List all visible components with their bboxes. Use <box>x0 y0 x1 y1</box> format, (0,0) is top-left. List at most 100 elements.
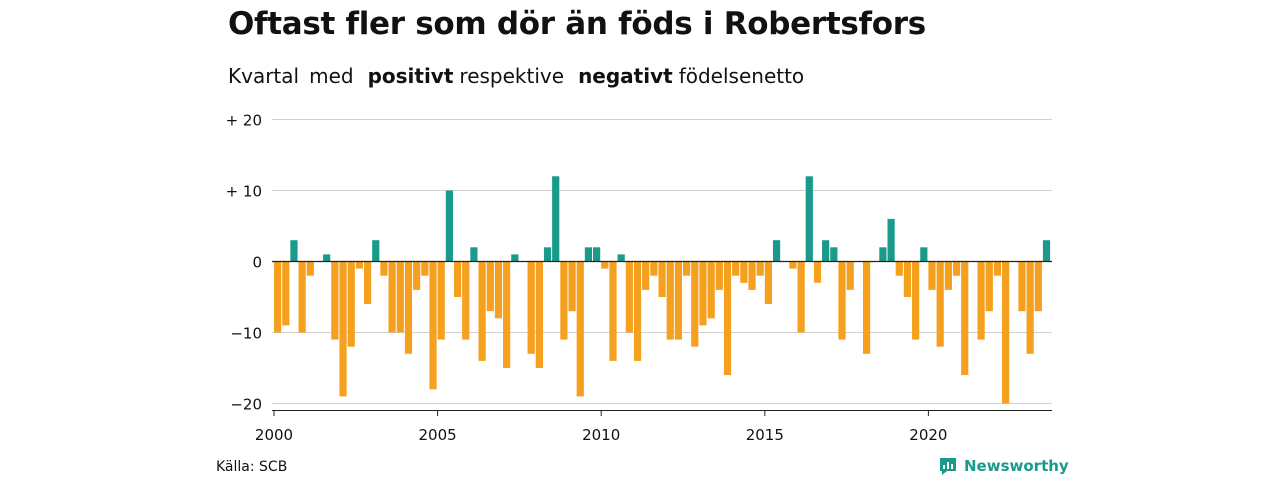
bar-negative <box>732 261 740 276</box>
bar-negative <box>838 261 846 340</box>
bar-negative <box>846 261 854 290</box>
bar-positive <box>445 190 453 262</box>
bar-negative <box>527 261 535 354</box>
bar-negative <box>413 261 421 290</box>
bar-negative <box>298 261 306 333</box>
source-label: Källa: SCB <box>216 459 288 475</box>
bar-negative <box>642 261 650 290</box>
bar-negative <box>813 261 822 283</box>
bar-negative <box>396 261 404 333</box>
bar-negative <box>1018 261 1026 312</box>
bar-negative <box>928 261 936 290</box>
bar-negative <box>486 261 494 312</box>
bar-positive <box>830 247 838 262</box>
subtitle-text-3: respektive <box>459 64 565 88</box>
bar-negative <box>363 261 372 305</box>
bar-positive <box>822 240 830 262</box>
bar-negative <box>274 261 282 333</box>
subtitle-text-2: med <box>309 64 354 88</box>
chart-subtitle: Kvartal med positivt respektive negativt föde… <box>228 64 814 88</box>
chart-title: Oftast fler som dör än föds i Robertsfor… <box>228 6 926 42</box>
bar-negative <box>862 261 871 354</box>
bar-negative <box>331 261 339 340</box>
bar-negative <box>715 261 723 290</box>
bar-positive <box>290 240 298 262</box>
bar-negative <box>421 261 429 276</box>
bar-positive <box>887 218 895 262</box>
subtitle-negative: negativt <box>578 64 673 88</box>
brand-logo: Newsworthy <box>938 456 1069 476</box>
bar-negative <box>650 261 658 276</box>
bar-negative <box>347 261 355 347</box>
bar-negative <box>961 261 969 376</box>
x-tick-label: 2010 <box>582 426 620 444</box>
bar-negative <box>903 261 912 297</box>
subtitle-text-1: Kvartal <box>228 64 300 88</box>
bar-negative <box>952 261 961 276</box>
bar-negative <box>478 261 486 361</box>
bar-negative <box>797 261 805 333</box>
bar-negative <box>977 261 985 340</box>
bar-negative <box>355 261 363 269</box>
x-tick-label: 2020 <box>909 426 947 444</box>
brand-name: Newsworthy <box>964 457 1069 475</box>
bar-negative <box>748 261 756 290</box>
x-tick-label: 2000 <box>255 426 293 444</box>
bar-positive <box>323 254 331 262</box>
bar-positive <box>584 247 593 262</box>
y-tick-label: −20 <box>230 396 262 414</box>
y-tick-label: 0 <box>252 254 262 272</box>
bar-negative <box>494 261 503 319</box>
bar-negative <box>535 261 543 368</box>
bar-positive <box>372 240 380 262</box>
bar-negative <box>625 261 633 333</box>
bar-negative <box>601 261 609 269</box>
bar-negative <box>912 261 920 340</box>
bar-negative <box>560 261 568 340</box>
bar-negative <box>691 261 699 347</box>
bar-negative <box>764 261 772 305</box>
bar-positive <box>511 254 519 262</box>
bar-negative <box>576 261 584 397</box>
bar-positive <box>552 176 560 262</box>
bar-negative <box>429 261 437 390</box>
bar-negative <box>453 261 462 297</box>
bar-negative <box>1026 261 1034 354</box>
axes: + 20 + 10 0 −10 −20 2000 2005 2010 2015 2020 <box>226 112 1052 444</box>
bar-negative <box>789 261 797 269</box>
bar-positive <box>470 247 478 262</box>
bar-negative <box>723 261 732 376</box>
bar-positive <box>1042 240 1051 262</box>
bar-negative <box>674 261 683 340</box>
bar-negative <box>993 261 1002 276</box>
bar-negative <box>707 261 715 319</box>
bar-negative <box>609 261 617 361</box>
bar-negative <box>462 261 470 340</box>
bar-negative <box>683 261 691 276</box>
newsworthy-logo-icon <box>940 458 956 475</box>
bar-positive <box>543 247 552 262</box>
bar-positive <box>920 247 928 262</box>
subtitle-positive: positivt <box>367 64 454 88</box>
bar-negative <box>568 261 576 312</box>
bar-negative <box>658 261 666 297</box>
bar-negative <box>339 261 347 397</box>
bar-positive <box>879 247 887 262</box>
bar-negative <box>756 261 764 276</box>
bar-negative <box>437 261 445 340</box>
bar-negative <box>985 261 993 312</box>
bar-negative <box>895 261 903 276</box>
x-tick-label: 2015 <box>746 426 784 444</box>
bar-negative <box>699 261 707 326</box>
bar-positive <box>805 176 813 262</box>
subtitle-text-4: födelsenetto <box>678 64 805 88</box>
y-tick-label: + 10 <box>226 183 262 201</box>
bar-negative <box>1034 261 1042 312</box>
y-tick-label: + 20 <box>226 112 262 130</box>
bar-negative <box>740 261 748 283</box>
bar-negative <box>388 261 396 333</box>
bar-negative <box>404 261 413 354</box>
bar-negative <box>944 261 952 290</box>
x-tick-label: 2005 <box>419 426 457 444</box>
